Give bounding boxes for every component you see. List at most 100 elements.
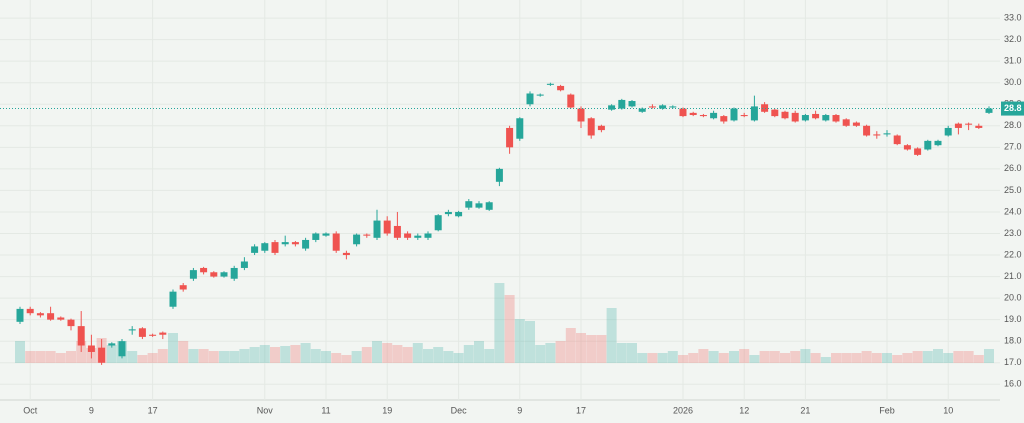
volume-bar [708, 351, 719, 363]
volume-bar [45, 351, 56, 363]
volume-bar [433, 347, 444, 363]
candle-body [189, 270, 197, 279]
candle-body [475, 203, 483, 208]
x-tick-label: Nov [257, 405, 274, 415]
y-tick-label: 23.0 [1004, 228, 1022, 238]
last-price-badge [1001, 101, 1024, 116]
volume-bar [331, 353, 342, 363]
candle-body [985, 108, 993, 113]
candle-body [291, 242, 299, 245]
volume-bar [290, 345, 301, 363]
volume-bar [820, 357, 831, 363]
volume-bar [351, 351, 362, 363]
last-price-label: 28.8 [1004, 103, 1022, 113]
candle-body [597, 125, 605, 131]
volume-bar [229, 351, 240, 363]
volume-bar [168, 333, 178, 363]
candle-body [822, 115, 830, 121]
volume-bar [576, 333, 586, 363]
volume-bar [372, 341, 382, 363]
candle-body [342, 252, 350, 256]
volume-bar [341, 355, 352, 363]
volume-bar [525, 321, 535, 363]
y-tick-label: 18.0 [1004, 336, 1022, 346]
y-tick-label: 16.0 [1004, 379, 1022, 389]
y-tick-label: 19.0 [1004, 314, 1022, 324]
y-tick-label: 31.0 [1004, 56, 1022, 66]
candle-body [47, 313, 55, 320]
candle-body [771, 109, 779, 117]
candle-body [638, 108, 646, 112]
volume-bar [484, 349, 495, 363]
y-tick-label: 33.0 [1004, 12, 1022, 22]
y-tick-label: 28.0 [1004, 120, 1022, 130]
candle-body [577, 108, 585, 122]
volume-bar [892, 355, 903, 363]
candle-body [903, 145, 911, 150]
x-tick-label: 12 [739, 405, 749, 415]
candle-body [128, 329, 136, 331]
candle-body [332, 233, 340, 251]
y-tick-label: 22.0 [1004, 249, 1022, 259]
candle-body [526, 93, 534, 105]
candle-body [261, 243, 269, 251]
volume-bar [912, 351, 923, 363]
volume-bar [535, 345, 546, 363]
candle-body [434, 215, 442, 231]
volume-bar [259, 345, 270, 363]
x-tick-label: Oct [23, 405, 38, 415]
candle-body [679, 108, 687, 117]
candle-body [220, 272, 228, 277]
candle-body [159, 332, 167, 335]
candle-body [251, 246, 259, 253]
candle-body [312, 233, 320, 240]
candle-body [863, 125, 871, 136]
volume-bar [127, 351, 138, 363]
candle-body [179, 285, 187, 290]
volume-bar [361, 347, 372, 363]
candle-body [812, 113, 820, 119]
volume-bar [984, 349, 994, 363]
x-tick-label: 17 [576, 405, 586, 415]
candle-body [975, 125, 983, 128]
volume-bar [412, 343, 423, 363]
volume-bar [841, 353, 852, 363]
candle-body [271, 242, 279, 253]
y-tick-label: 17.0 [1004, 357, 1022, 367]
candle-body [546, 83, 554, 85]
candle-body [750, 106, 758, 121]
volume-bar [392, 345, 403, 363]
volume-bar [698, 349, 709, 363]
candle-body [628, 101, 636, 107]
candle-body [77, 326, 85, 346]
volume-bar [882, 353, 892, 363]
candle-body [281, 242, 289, 245]
candle-body [740, 115, 748, 117]
volume-bar [606, 308, 617, 363]
volume-bar [137, 355, 148, 363]
candle-body [322, 233, 330, 236]
volume-bar [280, 346, 291, 363]
volume-bar [851, 353, 862, 363]
volume-bar [402, 347, 413, 363]
volume-bar [902, 353, 913, 363]
candle-body [689, 112, 697, 116]
volume-bar [810, 353, 821, 363]
candle-body [118, 341, 126, 357]
volume-bar [565, 328, 576, 363]
candle-body [404, 233, 412, 238]
candle-body [893, 135, 901, 145]
candle-body [230, 267, 238, 279]
candle-body [36, 313, 44, 316]
candle-body [506, 127, 514, 148]
x-tick-label: 21 [800, 405, 810, 415]
candle-body [424, 233, 432, 238]
volume-bar [463, 345, 474, 363]
candle-body [363, 234, 371, 236]
candle-body [648, 106, 656, 108]
y-tick-label: 32.0 [1004, 34, 1022, 44]
y-tick-label: 26.0 [1004, 163, 1022, 173]
volume-bar [729, 351, 739, 363]
candle-body [393, 225, 401, 238]
volume-bar [555, 341, 566, 363]
